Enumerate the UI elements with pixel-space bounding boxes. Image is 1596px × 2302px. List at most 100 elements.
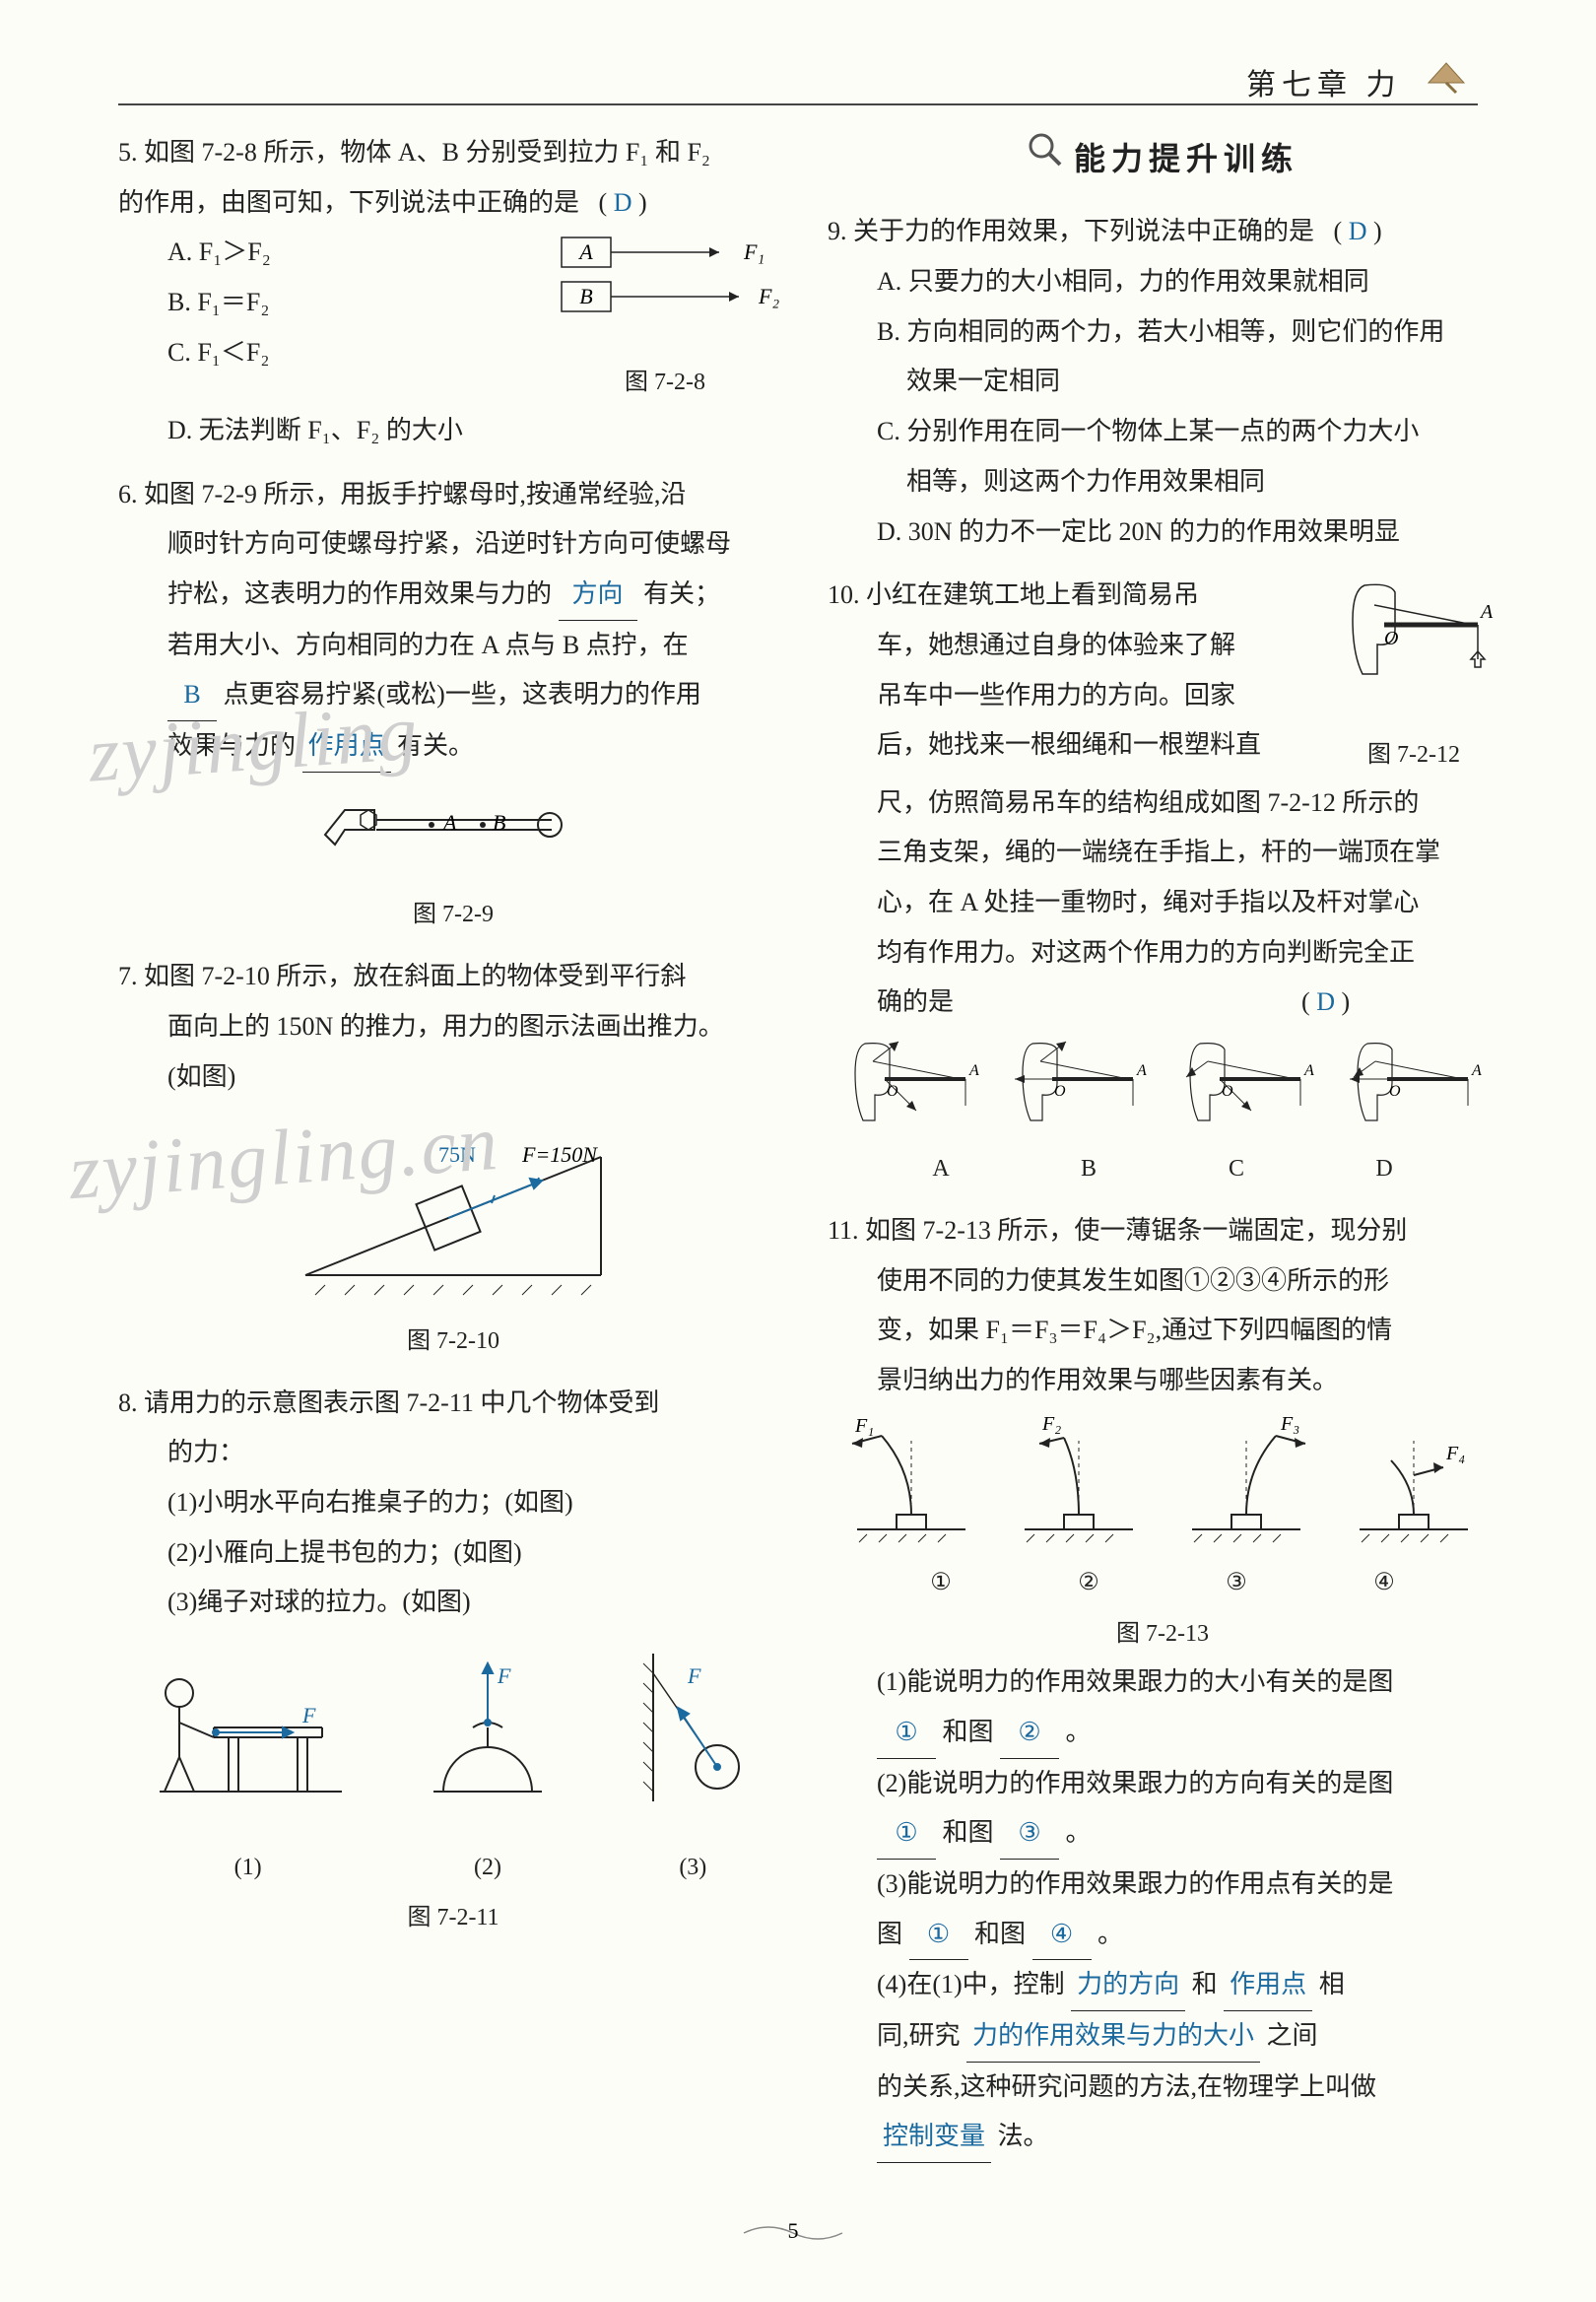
q5-box-b-label: B bbox=[579, 284, 592, 308]
q11-c3: ③ bbox=[1163, 1560, 1310, 1606]
q10-a-label: A bbox=[1479, 601, 1494, 623]
q10-o-label: O bbox=[1384, 628, 1398, 649]
q5-line2: 的作用，由图可知，下列说法中正确的是 ( D ) bbox=[118, 178, 788, 229]
q11-p4-mid2: 相 bbox=[1319, 1970, 1345, 1998]
q6-fig-caption: 图 7-2-9 bbox=[118, 892, 788, 938]
q11-p4-row1: (4)在(1)中，控制 力的方向 和 作用点 相 bbox=[828, 1960, 1497, 2011]
q11-figure-row: F₁ F₂ bbox=[828, 1416, 1497, 1554]
q10-stem-i: 确的是 bbox=[877, 987, 954, 1016]
q11-p2-mid: 和图 bbox=[943, 1818, 994, 1847]
q11-p4-b2: 作用点 bbox=[1224, 1960, 1312, 2011]
q8-f3-label: F bbox=[687, 1663, 701, 1688]
q11-d: 景归纳出力的作用效果与哪些因素有关。 bbox=[828, 1356, 1497, 1406]
q11-p1-b1: ① bbox=[877, 1708, 936, 1759]
q11-a: 11. 如图 7-2-13 所示，使一薄锯条一端固定，现分别 bbox=[828, 1206, 1497, 1256]
q10-mc-a: A bbox=[867, 1146, 1015, 1192]
q11-p1a: (1)能说明力的作用效果跟力的大小有关的是图 bbox=[828, 1658, 1497, 1708]
q6-figure: A B 图 7-2-9 bbox=[118, 780, 788, 938]
q11-c4: ④ bbox=[1310, 1560, 1458, 1606]
chapter-header: 第七章 力 bbox=[1246, 59, 1468, 103]
q8-p3: (3)绳子对球的拉力。(如图) bbox=[118, 1578, 788, 1628]
q7-l3: (如图) bbox=[118, 1052, 788, 1103]
q6-blank-3: 作用点 bbox=[302, 721, 391, 773]
q11-circle-labels: ① ② ③ ④ bbox=[828, 1560, 1497, 1606]
q10-mc-labels: A B C D bbox=[828, 1146, 1497, 1192]
q5-opt-c: C. F₁＜F₂ bbox=[118, 328, 542, 378]
q11-p4b: 同,研究 bbox=[877, 2021, 961, 2050]
q6-l2: 顺时针方向可使螺母拧紧，沿逆时针方向可使螺母 bbox=[118, 519, 788, 570]
q10-mc-d: D bbox=[1310, 1146, 1458, 1192]
q10-e: 尺，仿照简易吊车的结构组成如图 7-2-12 所示的 bbox=[828, 779, 1497, 829]
q10-opt-a-fig: OA bbox=[837, 1032, 985, 1140]
q5-opt-a: A. F₁＞F₂ bbox=[118, 228, 542, 278]
svg-text:O: O bbox=[1389, 1083, 1401, 1100]
q11-p1-row: ① 和图 ② 。 bbox=[828, 1708, 1497, 1759]
q8-sub3: (3) bbox=[624, 1845, 762, 1891]
q8-sub2: (2) bbox=[404, 1845, 571, 1891]
q8-f2-label: F bbox=[497, 1663, 511, 1688]
q11-p4-row3: 控制变量 法。 bbox=[828, 2112, 1497, 2163]
q11-fig-caption: 图 7-2-13 bbox=[828, 1611, 1497, 1658]
magnifier-icon bbox=[1027, 131, 1064, 186]
q7-force-label: F=150N bbox=[521, 1142, 598, 1167]
svg-text:A: A bbox=[968, 1062, 979, 1079]
q10-mc-b: B bbox=[1015, 1146, 1163, 1192]
svg-text:F₂: F₂ bbox=[1041, 1413, 1061, 1435]
q6-stem-d: 有关； bbox=[643, 579, 720, 608]
q10-answer: D bbox=[1316, 987, 1335, 1016]
q10-top-figure: O A 图 7-2-12 bbox=[1330, 571, 1497, 778]
q10-opt-c-fig: OA bbox=[1172, 1032, 1320, 1140]
svg-text:A: A bbox=[1136, 1062, 1147, 1079]
q11-p4-mid1: 和 bbox=[1192, 1970, 1218, 1998]
svg-text:F₁: F₁ bbox=[854, 1415, 874, 1437]
q11-p2-end: 。 bbox=[1066, 1818, 1092, 1847]
q8-p2: (2)小雁向上提书包的力；(如图) bbox=[118, 1528, 788, 1579]
q6-l3: 拧松，这表明力的作用效果与力的 方向 有关； bbox=[118, 570, 788, 621]
q5-line1: 5. 如图 7-2-8 所示，物体 A、B 分别受到拉力 F₁ 和 F₂ bbox=[118, 128, 788, 178]
svg-text:F₄: F₄ bbox=[1445, 1443, 1465, 1464]
q9-od: D. 30N 的力不一定比 20N 的力的作用效果明显 bbox=[828, 508, 1497, 558]
right-column: 能力提升训练 9. 关于力的作用效果，下列说法中正确的是 ( D ) A. 只要… bbox=[828, 128, 1497, 2177]
q11-b: 使用不同的力使其发生如图①②③④所示的形 bbox=[828, 1256, 1497, 1307]
q11-c1: ① bbox=[867, 1560, 1015, 1606]
svg-text:O: O bbox=[1054, 1083, 1066, 1100]
q5-f2-label: F₂ bbox=[758, 284, 779, 308]
q6-label-a: A bbox=[441, 810, 457, 835]
q7-l1: 7. 如图 7-2-10 所示，放在斜面上的物体受到平行斜 bbox=[118, 952, 788, 1002]
q11-p3-b2: ④ bbox=[1032, 1910, 1092, 1961]
q11-p4-row2: 同,研究 力的作用效果与力的大小 之间 bbox=[828, 2011, 1497, 2063]
q9-oc2: 相等，则这两个力作用效果相同 bbox=[828, 457, 1497, 508]
q10-options-row: OA OA OA bbox=[828, 1032, 1497, 1140]
q6-stem-g: 效果与力的 bbox=[167, 731, 296, 760]
q10-mc-c: C bbox=[1163, 1146, 1310, 1192]
q10-g: 心，在 A 处挂一重物时，绳对手指以及杆对掌心 bbox=[828, 878, 1497, 928]
q8-fig-3: F (3) bbox=[624, 1644, 762, 1890]
question-10: O A 图 7-2-12 10. 小红在建筑工地上看到简易吊 车，她想通过自身的… bbox=[828, 571, 1497, 1192]
section-header: 能力提升训练 bbox=[828, 128, 1497, 189]
q11-p1-mid: 和图 bbox=[943, 1718, 994, 1746]
q11-p2a: (2)能说明力的作用效果跟力的方向有关的是图 bbox=[828, 1759, 1497, 1809]
q6-blank-1: 方向 bbox=[559, 570, 637, 621]
q10-f: 三角支架，绳的一端绕在手指上，杆的一端顶在掌 bbox=[828, 828, 1497, 878]
q11-p4-b4: 控制变量 bbox=[877, 2112, 991, 2163]
q11-c2: ② bbox=[1015, 1560, 1163, 1606]
q7-l2: 面向上的 150N 的推力，用力的图示法画出推力。 bbox=[118, 1002, 788, 1052]
page-footer: 5 bbox=[0, 2218, 1596, 2248]
q9-oa: A. 只要力的大小相同，力的作用效果就相同 bbox=[828, 257, 1497, 307]
q10-top-caption: 图 7-2-12 bbox=[1330, 732, 1497, 779]
page-number: 5 bbox=[788, 2218, 799, 2243]
q8-fig-caption: 图 7-2-11 bbox=[118, 1895, 788, 1941]
q11-p3-end: 。 bbox=[1097, 1920, 1123, 1948]
q6-l6: 效果与力的 作用点 有关。 bbox=[118, 721, 788, 773]
q9-oc1: C. 分别作用在同一个物体上某一点的两个力大小 bbox=[828, 407, 1497, 457]
svg-text:O: O bbox=[1222, 1083, 1233, 1100]
q7-figure: 75N F=150N 图 7-2-10 bbox=[118, 1108, 788, 1364]
q8-l1: 8. 请用力的示意图表示图 7-2-11 中几个物体受到 bbox=[118, 1379, 788, 1429]
q5-stem-b: 的作用，由图可知，下列说法中正确的是 bbox=[118, 188, 579, 217]
q11-fig-1: F₁ bbox=[837, 1416, 985, 1554]
question-9: 9. 关于力的作用效果，下列说法中正确的是 ( D ) A. 只要力的大小相同，… bbox=[828, 207, 1497, 557]
header-rule bbox=[118, 103, 1478, 105]
left-column: 5. 如图 7-2-8 所示，物体 A、B 分别受到拉力 F₁ 和 F₂ 的作用… bbox=[118, 128, 788, 2177]
q11-fig-4: F₄ bbox=[1340, 1416, 1488, 1554]
q11-p3a: (3)能说明力的作用效果跟力的作用点有关的是 bbox=[828, 1860, 1497, 1910]
